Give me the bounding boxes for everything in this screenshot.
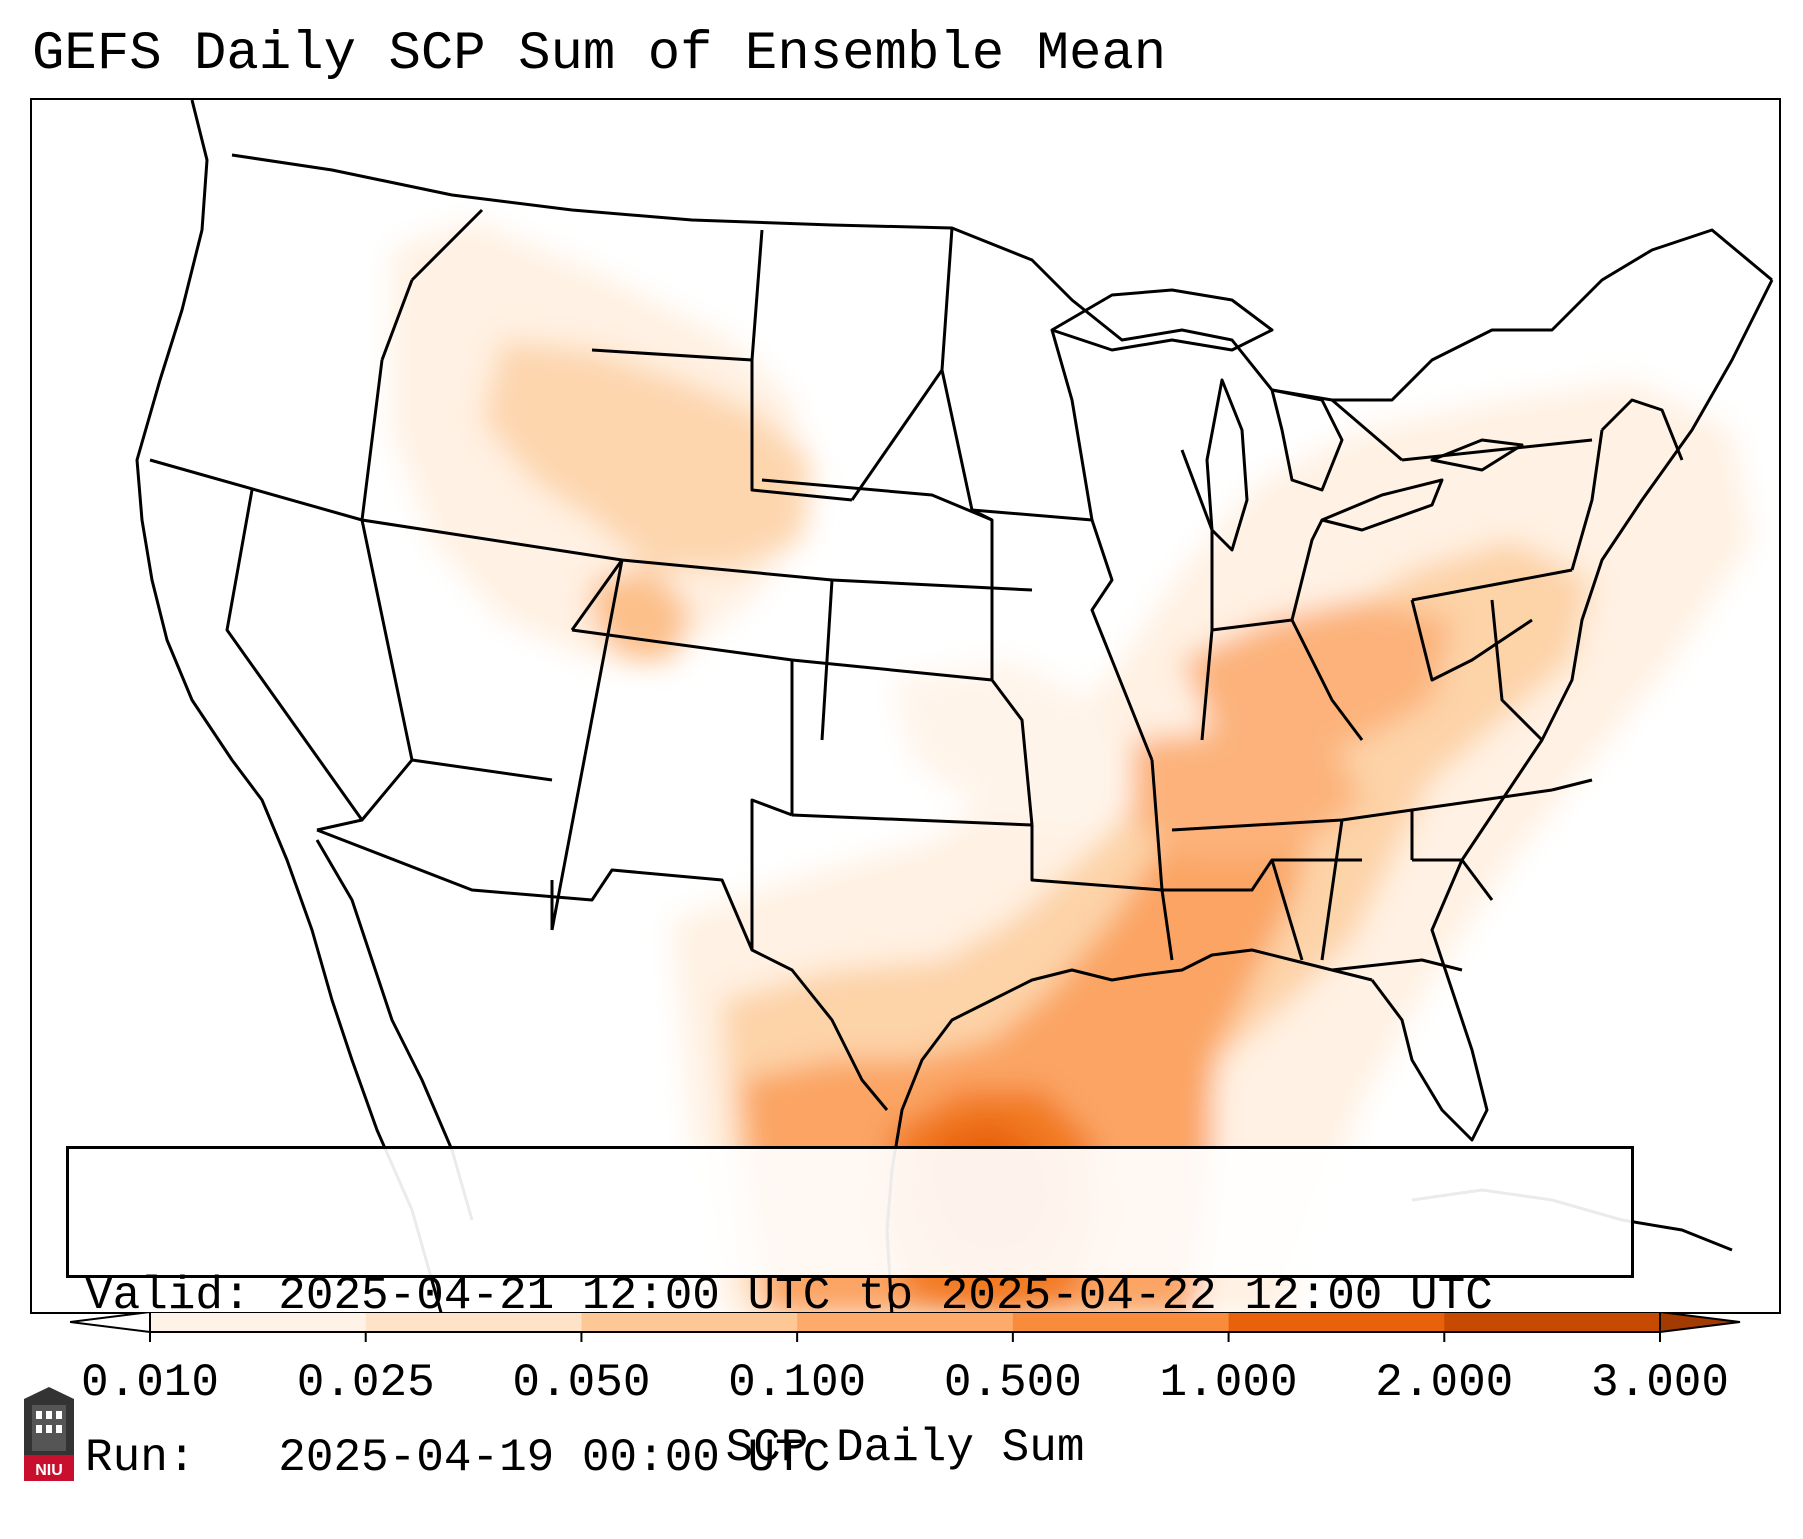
colorbar-segment [1012, 1312, 1230, 1332]
colorbar-tick-label: 0.050 [512, 1357, 651, 1409]
colorbar-over-arrow [1659, 1312, 1741, 1334]
colorbar-under-arrow [70, 1312, 151, 1334]
scp-field-medium-rockies [482, 340, 812, 570]
colorbar-segment [797, 1312, 1014, 1332]
colorbar-tick-label: 0.500 [943, 1357, 1082, 1409]
colorbar-tick-label: 2.000 [1375, 1357, 1514, 1409]
colorbar-segment [1228, 1312, 1445, 1332]
lake-erie [1320, 478, 1444, 532]
scp-field-dark-ohio [1182, 600, 1452, 760]
colorbar [70, 1312, 1741, 1342]
map-panel [30, 98, 1781, 1314]
lake-michigan [1205, 378, 1249, 552]
gulf-coast [885, 948, 1373, 1312]
colorbar-tick-label: 1.000 [1159, 1357, 1298, 1409]
niu-logo: NIU [24, 1387, 74, 1481]
colorbar-segment [150, 1312, 367, 1332]
us-canada-border [231, 153, 1773, 402]
scp-field-light-plains [892, 660, 1142, 840]
colorbar-segment [365, 1312, 582, 1332]
colorbar-tick-label: 0.100 [728, 1357, 867, 1409]
colorbar-tick-label: 0.010 [80, 1357, 220, 1409]
colorbar-tick-label: 3.000 [1590, 1357, 1730, 1409]
lake-huron [1270, 388, 1344, 492]
map-title: GEFS Daily SCP Sum of Ensemble Mean [32, 24, 1167, 85]
colorbar-tick-label: 0.025 [296, 1357, 435, 1409]
run-time-text: Run: 2025-04-19 00:00 UTC [85, 1432, 831, 1484]
west-coast [135, 100, 443, 1312]
svg-text:NIU: NIU [35, 1462, 63, 1479]
lake-superior [1050, 288, 1274, 352]
colorbar-segment [1444, 1312, 1661, 1332]
colorbar-segment [581, 1312, 798, 1332]
validity-info-box: Valid: 2025-04-21 12:00 UTC to 2025-04-2… [66, 1146, 1634, 1484]
colorbar-label: SCP Daily Sum [725, 1422, 1085, 1474]
lake-ontario [1430, 438, 1524, 472]
us-mexico-border [316, 828, 889, 1111]
scp-map [135, 100, 1774, 1312]
